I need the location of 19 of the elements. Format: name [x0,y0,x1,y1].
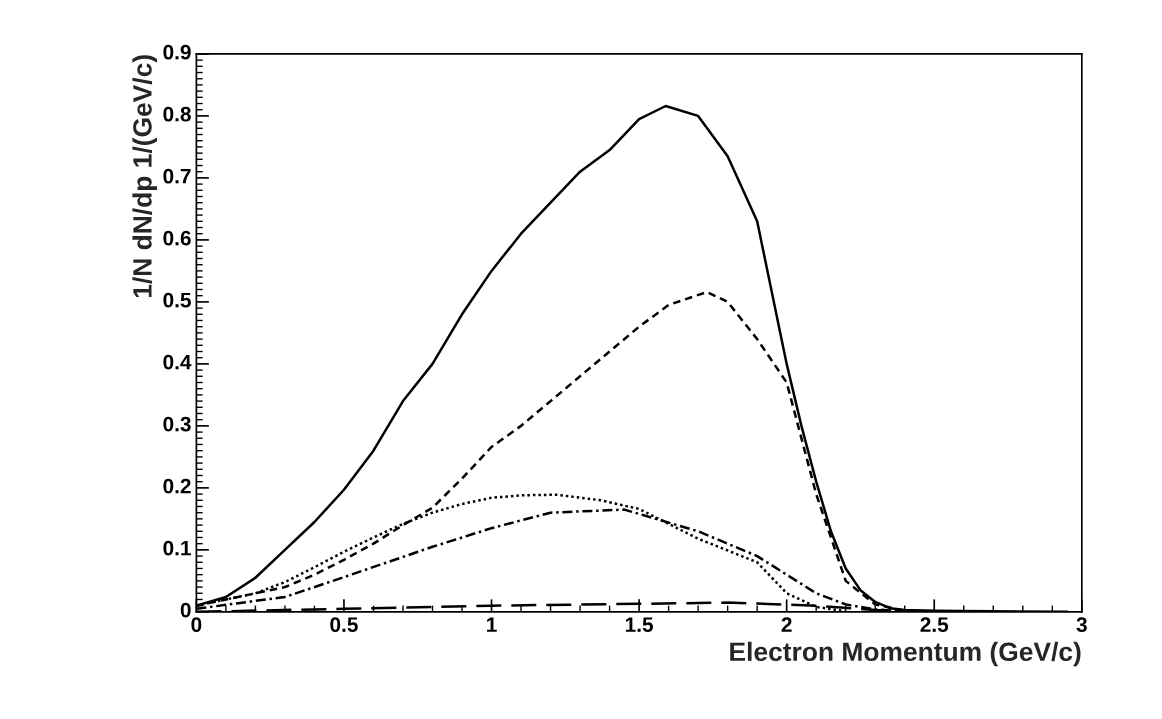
x-tick-label: 1.5 [625,617,653,633]
y-tick-label: 0.7 [163,168,191,184]
y-tick-label: 0.2 [163,478,191,494]
y-tick-label: 0.3 [163,416,191,432]
y-tick-label: 0.8 [163,106,191,122]
x-axis-title: Electron Momentum (GeV/c) [730,641,1081,667]
x-tick-label: 2 [781,617,792,632]
x-tick-label: 2.5 [920,617,949,633]
x-tick-label: 3 [1076,617,1087,633]
y-tick-label: 0.1 [163,540,191,556]
y-tick-label: 0.4 [163,354,192,370]
x-tick-label: 1 [487,617,497,632]
y-tick-label: 0.5 [163,292,191,308]
y-tick-label: 0 [180,602,191,618]
y-tick-label: 0.6 [163,230,191,246]
y-axis-title: 1/N dN/dp 1/(GeV/c) [132,55,157,298]
y-tick-label: 0.9 [163,44,191,60]
x-tick-label: 0 [191,617,202,633]
x-tick-label: 0.5 [330,617,358,633]
